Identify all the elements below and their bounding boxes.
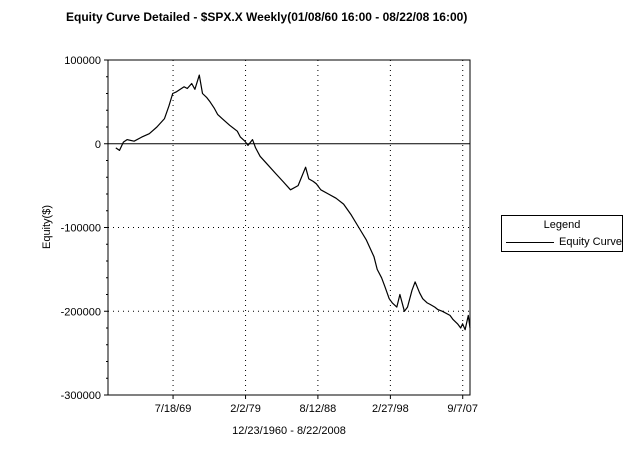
equity-curve-line xyxy=(115,74,471,331)
x-tick-label: 8/12/88 xyxy=(300,403,337,415)
x-tick-label: 2/27/98 xyxy=(372,403,409,415)
grid-lines xyxy=(108,60,470,395)
legend-line-swatch xyxy=(506,242,554,243)
y-tick-label: -300000 xyxy=(61,390,101,402)
series-layer xyxy=(115,74,471,331)
chart-title: Equity Curve Detailed - $SPX.X Weekly(01… xyxy=(66,10,468,24)
x-tick-label: 2/2/79 xyxy=(230,403,261,415)
y-tick-label: 100000 xyxy=(64,55,101,67)
x-axis-ticks: 7/18/69 2/2/79 8/12/88 2/27/98 9/7/07 xyxy=(155,395,478,415)
legend: Legend Equity Curve xyxy=(501,215,623,252)
y-axis-ticks: 100000 0 -100000 -200000 -300000 xyxy=(61,55,108,402)
y-tick-label: -200000 xyxy=(61,306,101,318)
x-tick-label: 9/7/07 xyxy=(447,403,478,415)
legend-title: Legend xyxy=(543,219,581,231)
y-tick-label: -100000 xyxy=(61,223,101,235)
x-tick-label: 7/18/69 xyxy=(155,403,192,415)
y-tick-label: 0 xyxy=(95,139,101,151)
legend-entry-label: Equity Curve xyxy=(559,236,622,248)
y-axis-label: Equity($) xyxy=(41,205,53,249)
x-axis-label: 12/23/1960 - 8/22/2008 xyxy=(232,425,346,437)
